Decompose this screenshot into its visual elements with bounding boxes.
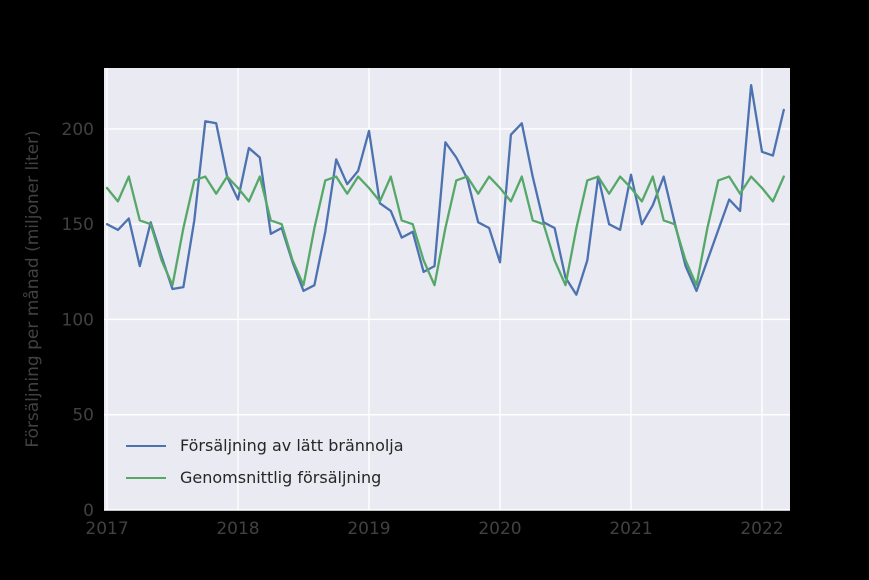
y-tick-label: 50: [72, 406, 94, 426]
blue-line-swatch: [126, 444, 166, 447]
plot-area: [104, 68, 790, 510]
legend-item-forsaljning: Försäljning av lätt brännolja: [126, 436, 404, 455]
green-line-swatch: [126, 476, 166, 479]
legend: Försäljning av lätt brännolja Genomsnitt…: [126, 436, 404, 487]
series-line-genomsnitt: [105, 175, 785, 287]
x-tick-label: 2019: [347, 519, 390, 539]
x-tick-label: 2022: [740, 519, 783, 539]
y-tick-label: 150: [62, 215, 94, 235]
series-line-forsaljning: [105, 83, 785, 296]
x-tick-label: 2021: [609, 519, 652, 539]
legend-item-genomsnitt: Genomsnittlig försäljning: [126, 468, 404, 487]
y-tick-label: 100: [62, 310, 94, 330]
x-tick-label: 2017: [85, 519, 128, 539]
x-tick-label: 2020: [478, 519, 521, 539]
legend-label-forsaljning: Försäljning av lätt brännolja: [180, 436, 404, 455]
y-tick-label: 200: [62, 120, 94, 140]
x-tick-label: 2018: [216, 519, 259, 539]
y-tick-label: 0: [83, 501, 94, 521]
legend-label-genomsnitt: Genomsnittlig försäljning: [180, 468, 382, 487]
